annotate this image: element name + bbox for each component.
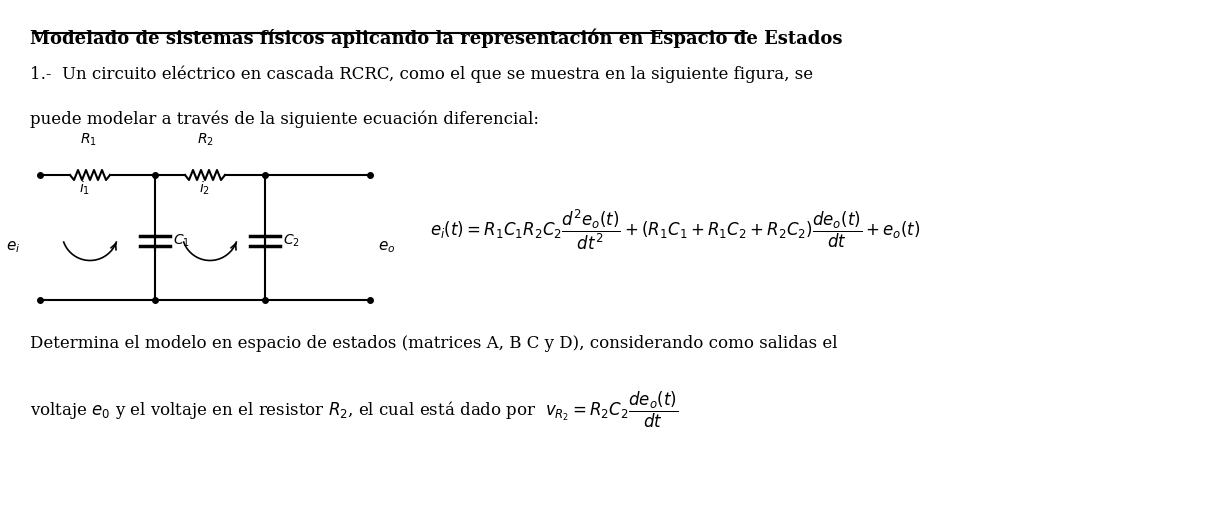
Text: $i_2$: $i_2$: [199, 179, 210, 197]
Text: Determina el modelo en espacio de estados (matrices A, B C y D), considerando co: Determina el modelo en espacio de estado…: [29, 335, 837, 352]
Text: Modelado de sistemas físicos aplicando la representación en Espacio de Estados: Modelado de sistemas físicos aplicando l…: [29, 28, 842, 48]
Text: $e_i$: $e_i$: [6, 240, 20, 256]
Text: puede modelar a través de la siguiente ecuación diferencial:: puede modelar a través de la siguiente e…: [29, 110, 539, 128]
Text: $e_o$: $e_o$: [378, 240, 395, 256]
Text: voltaje $e_0$ y el voltaje en el resistor $R_2$, el cual está dado por  $v_{R_2}: voltaje $e_0$ y el voltaje en el resisto…: [29, 390, 678, 430]
Text: $C_2$: $C_2$: [282, 233, 300, 249]
Text: $i_1$: $i_1$: [80, 179, 91, 197]
Text: $e_i(t) = R_1C_1R_2C_2\dfrac{d^2e_o(t)}{dt^2} + (R_1C_1 + R_1C_2 + R_2C_2)\dfrac: $e_i(t) = R_1C_1R_2C_2\dfrac{d^2e_o(t)}{…: [430, 208, 921, 252]
Text: $R_2$: $R_2$: [196, 132, 214, 148]
Text: $C_1$: $C_1$: [173, 233, 190, 249]
Text: 1.-  Un circuito eléctrico en cascada RCRC, como el que se muestra en la siguien: 1.- Un circuito eléctrico en cascada RCR…: [29, 65, 813, 82]
Text: $R_1$: $R_1$: [80, 132, 97, 148]
